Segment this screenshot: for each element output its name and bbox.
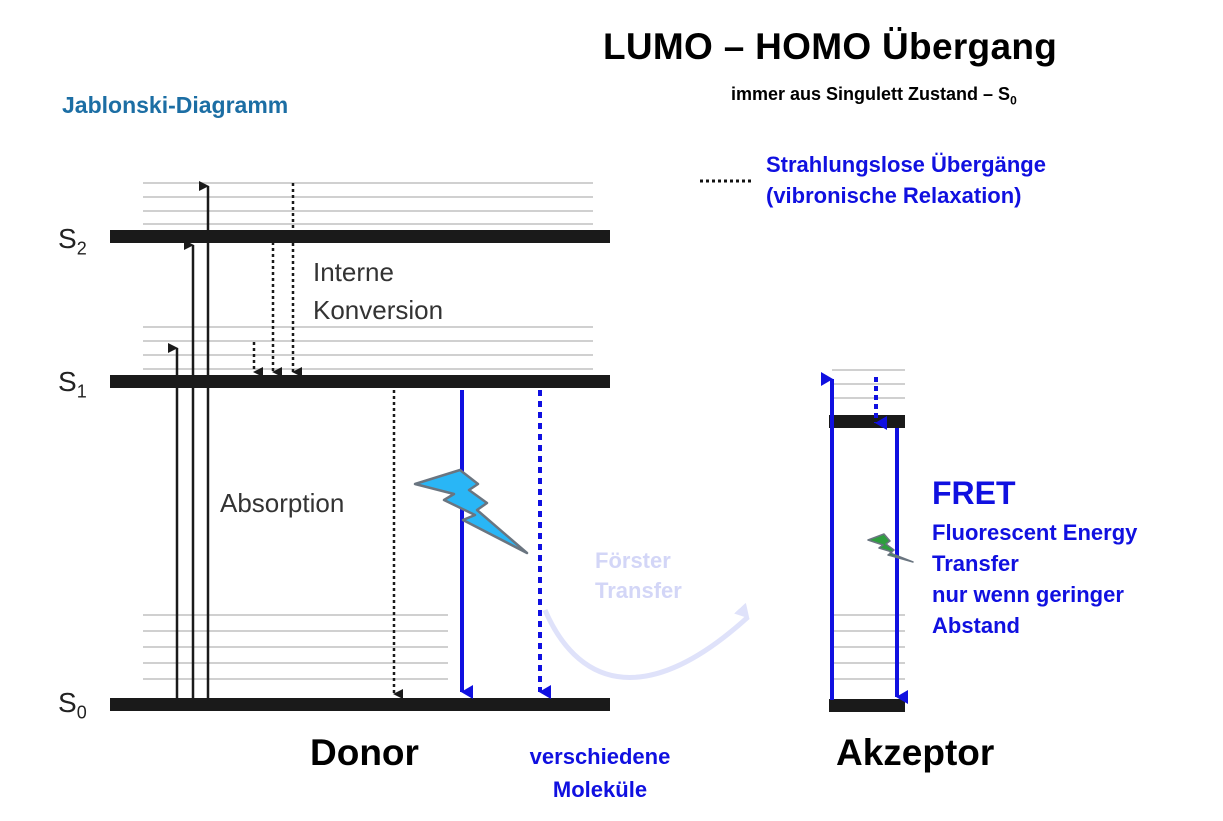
diagram-title: Jablonski-Diagramm [62, 92, 289, 118]
vibrational-levels-s2 [143, 182, 593, 225]
fret-line-2: Transfer [932, 551, 1019, 576]
donor-label: Donor [310, 732, 419, 773]
vibrational-levels-s0 [143, 614, 448, 680]
forster-arc [542, 602, 750, 680]
internal-conversion-arrows [252, 183, 403, 699]
fret-line-3: nur wenn geringer [932, 582, 1124, 607]
small-lightning-bolt-icon [867, 533, 914, 563]
level-label-s1: S1 [58, 366, 87, 402]
lightning-bolt-icon [413, 468, 529, 555]
fret-line-4: Abstand [932, 613, 1020, 638]
acceptor-level-s0 [829, 699, 905, 712]
molecules-line-2: Moleküle [552, 777, 648, 802]
different-molecules-label: verschiedene Moleküle [500, 740, 700, 806]
forster-line-1: Förster [595, 548, 671, 573]
acceptor-level-s1 [829, 415, 905, 428]
absorption-arrows [168, 181, 210, 698]
acceptor-label: Akzeptor [836, 732, 995, 773]
legend-text: Strahlungslose Übergänge (vibronische Re… [766, 149, 1046, 211]
legend-line-2: (vibronische Relaxation) [766, 183, 1022, 208]
forster-line-2: Transfer [595, 578, 682, 603]
forster-transfer-label: Förster Transfer [595, 546, 682, 606]
internal-conversion-label: Interne Konversion [313, 253, 443, 329]
molecules-line-1: verschiedene [529, 744, 671, 769]
legend-line-1: Strahlungslose Übergänge [766, 152, 1046, 177]
fret-description: Fluorescent Energy Transfer nur wenn ger… [932, 517, 1137, 641]
level-label-s0: S0 [58, 687, 87, 723]
acceptor-vibrational-levels [832, 369, 905, 680]
level-bar-s2 [110, 230, 610, 243]
level-label-s2: S2 [58, 223, 87, 259]
level-bar-s1 [110, 375, 610, 388]
main-title: LUMO – HOMO Übergang [603, 26, 1058, 67]
internal-conversion-line-1: Interne [313, 257, 394, 287]
subtitle: immer aus Singulett Zustand – S0 [731, 84, 1017, 108]
vibrational-levels-s1 [143, 326, 593, 370]
fret-heading: FRET [932, 475, 1016, 511]
absorption-label: Absorption [220, 488, 345, 518]
fret-line-1: Fluorescent Energy [932, 520, 1138, 545]
level-bar-s0 [110, 698, 610, 711]
internal-conversion-line-2: Konversion [313, 295, 444, 325]
